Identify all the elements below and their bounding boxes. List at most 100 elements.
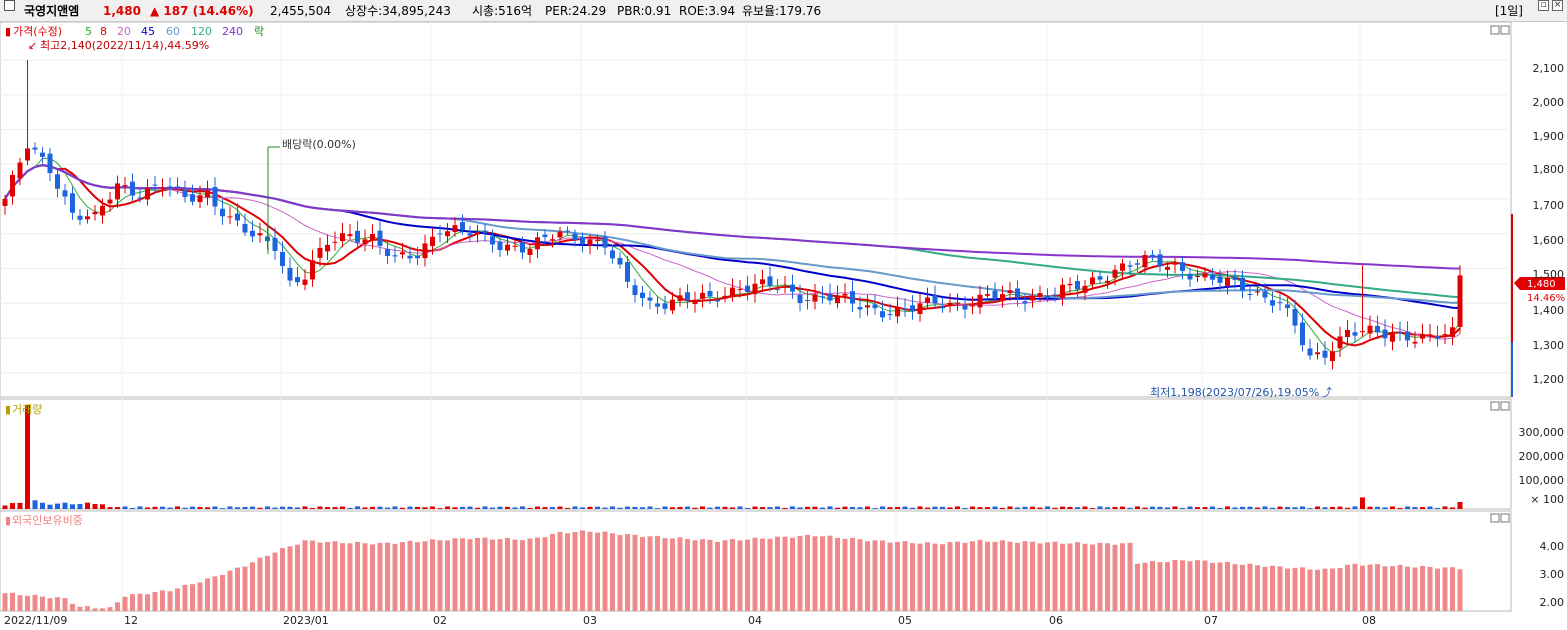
- volume-bar-100: [752, 506, 758, 509]
- foreign-panel-restore-icon[interactable]: [1490, 513, 1500, 523]
- foreign-bar-172: [1292, 567, 1298, 611]
- volume-bar-192: [1442, 506, 1448, 509]
- volume-bar-147: [1105, 507, 1110, 509]
- volume-bar-130: [977, 507, 983, 509]
- roe-value: ROE:3.94: [679, 4, 736, 18]
- candle-body-91: [685, 292, 690, 301]
- foreign-bar-22: [167, 591, 173, 611]
- foreign-bar-33: [250, 562, 255, 611]
- candle-body-130: [977, 294, 983, 308]
- period-selector[interactable]: [1일]: [1494, 4, 1523, 18]
- volume-panel-close-icon[interactable]: [1500, 401, 1510, 411]
- candle-body-149: [1120, 263, 1125, 271]
- foreign-panel-close-icon[interactable]: [1500, 513, 1510, 523]
- candle-body-72: [542, 234, 548, 238]
- candle-body-25: [190, 194, 195, 202]
- candle-body-166: [1247, 293, 1253, 295]
- x-tick-04: 04: [748, 614, 762, 627]
- foreign-bar-8: [62, 598, 68, 611]
- foreign-bar-129: [970, 541, 975, 611]
- volume-bar-132: [992, 506, 998, 509]
- volume-bar-2: [17, 502, 23, 509]
- foreign-bar-167: [1255, 565, 1260, 611]
- volume-bar-36: [272, 507, 278, 509]
- legend-ma240: 240: [222, 25, 243, 38]
- close-icon[interactable]: ×: [1552, 0, 1563, 11]
- legend-price: 가격(수정): [13, 25, 62, 38]
- foreign-bar-116: [872, 540, 878, 611]
- foreign-bar-14: [107, 607, 113, 611]
- candle-body-33: [250, 230, 255, 237]
- volume-bar-113: [850, 506, 855, 509]
- volume-bar-94: [707, 507, 713, 509]
- candle-body-80: [602, 236, 608, 248]
- candle-body-183: [1375, 325, 1380, 333]
- candle-body-93: [700, 292, 705, 299]
- pbr-value: PBR:0.91: [617, 4, 672, 18]
- foreign-bar-105: [790, 537, 795, 611]
- candle-body-15: [115, 183, 120, 200]
- volume-bar-127: [955, 506, 960, 509]
- candle-body-188: [1412, 341, 1418, 344]
- volume-bar-186: [1397, 507, 1403, 509]
- foreign-bar-168: [1262, 566, 1268, 611]
- foreign-bar-61: [460, 538, 465, 611]
- foreign-bar-158: [1187, 561, 1193, 611]
- candle-body-123: [925, 297, 930, 303]
- high-annotation-arrow: ↙: [28, 39, 37, 52]
- foreign-bar-132: [992, 541, 998, 611]
- volume-bar-193: [1450, 507, 1455, 509]
- foreign-bar-40: [302, 540, 308, 611]
- foreign-bar-87: [655, 535, 660, 611]
- legend-volume: 거래량: [12, 403, 42, 416]
- candle-body-43: [325, 244, 330, 252]
- volume-bar-104: [782, 507, 788, 509]
- volume-bar-19: [145, 507, 150, 509]
- candle-body-159: [1195, 275, 1200, 277]
- volume-bar-46: [347, 507, 353, 509]
- candle-body-49: [370, 233, 375, 241]
- volume-panel-restore-icon[interactable]: [1490, 401, 1500, 411]
- candle-body-142: [1067, 283, 1073, 286]
- volume-bar-61: [460, 506, 465, 509]
- candle-body-11: [85, 216, 90, 220]
- candle-body-61: [460, 222, 465, 231]
- foreign-bar-72: [542, 537, 548, 611]
- foreign-bar-188: [1412, 567, 1418, 611]
- candle-body-65: [490, 236, 495, 245]
- price-panel-restore-icon[interactable]: [1490, 25, 1500, 35]
- candle-body-90: [677, 295, 683, 301]
- volume-bar-191: [1435, 507, 1440, 509]
- legend-ma20: 20: [117, 25, 131, 38]
- retention-ratio: 유보율:179.76: [742, 4, 822, 18]
- candle-body-154: [1157, 254, 1163, 267]
- candle-body-150: [1127, 265, 1133, 267]
- candle-body-22: [167, 186, 173, 189]
- candle-body-129: [970, 305, 975, 307]
- volume-bar-97: [730, 507, 735, 509]
- foreign-bar-65: [490, 539, 495, 611]
- foreign-bar-126: [947, 542, 953, 611]
- candle-body-146: [1097, 276, 1103, 280]
- foreign-bar-54: [407, 540, 413, 611]
- foreign-bar-154: [1157, 562, 1163, 611]
- x-tick-05: 05: [898, 614, 912, 627]
- volume-bar-15: [115, 507, 120, 509]
- volume-bar-143: [1075, 507, 1080, 509]
- vol-tick-300000: 300,000: [1519, 426, 1565, 439]
- volume-bar-111: [835, 507, 840, 509]
- candle-body-178: [1337, 336, 1343, 349]
- restore-icon[interactable]: ▫: [1538, 0, 1549, 11]
- volume-bar-148: [1112, 506, 1118, 509]
- candle-body-167: [1255, 291, 1260, 293]
- trade-volume: 2,455,504: [270, 4, 332, 18]
- foreign-bar-107: [805, 534, 810, 611]
- price-panel-close-icon[interactable]: [1500, 25, 1510, 35]
- stock-chart: ▮ 가격(수정) 5 8 20 45 60 120 240 락 ↙ 최고2,14…: [0, 22, 1565, 627]
- volume-bar-67: [505, 506, 510, 509]
- select-checkbox[interactable]: [4, 0, 15, 11]
- candle-body-110: [827, 293, 833, 301]
- foreign-bar-67: [505, 537, 510, 611]
- foreign-bar-88: [662, 538, 668, 611]
- foreign-bar-97: [730, 539, 735, 611]
